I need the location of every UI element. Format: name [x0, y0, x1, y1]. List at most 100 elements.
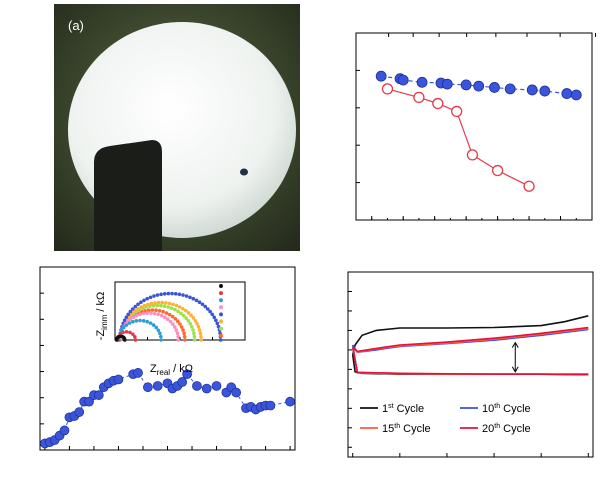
data-point — [539, 85, 551, 97]
inset-point — [192, 331, 196, 336]
data-point — [489, 82, 500, 93]
inset-legend-marker — [219, 305, 223, 310]
inset-point — [126, 312, 131, 317]
inset-point — [168, 319, 173, 324]
inset-point — [133, 304, 138, 309]
voltage-curve-discharge — [351, 354, 589, 376]
inset-x-axis-title: Zreal / kΩ — [150, 363, 193, 377]
inset-point — [159, 303, 163, 308]
data-point — [152, 381, 163, 391]
voltage-curve-charge — [352, 326, 589, 353]
inset-point — [145, 296, 150, 301]
inset-point — [136, 302, 140, 307]
data-point — [265, 400, 276, 411]
inset-point — [130, 319, 135, 324]
inset-point — [149, 301, 154, 306]
data-point — [143, 382, 153, 393]
inset-point — [166, 305, 170, 309]
data-point — [441, 78, 453, 90]
inset-point — [159, 313, 164, 318]
inset-point — [183, 338, 187, 342]
inset-point — [181, 313, 186, 318]
inset-point — [131, 315, 136, 320]
inset-point — [162, 292, 167, 296]
inset-point — [151, 303, 156, 308]
inset-point — [179, 325, 184, 329]
inset-point — [162, 315, 167, 320]
inset-point — [173, 317, 178, 321]
inset-point — [155, 293, 160, 297]
inset-point — [171, 302, 175, 307]
inset-point — [182, 331, 186, 336]
inset-point — [143, 308, 147, 313]
data-point — [74, 407, 85, 417]
inset-point — [167, 312, 172, 317]
voltage-curve-discharge — [351, 347, 589, 375]
legend-label: 15th Cycle — [382, 423, 431, 435]
inset-curve — [114, 334, 127, 342]
data-point — [177, 377, 188, 387]
data-point — [113, 374, 124, 385]
inset-point — [155, 303, 160, 308]
inset-point — [141, 311, 146, 316]
inset-point — [162, 304, 167, 309]
inset-point — [157, 308, 162, 313]
membrane-photo: (a) — [54, 4, 300, 251]
data-point — [397, 74, 409, 86]
inset-point — [192, 338, 197, 342]
inset-point — [176, 309, 180, 314]
inset-point — [186, 319, 191, 323]
inset-point — [198, 331, 203, 336]
inset-point — [128, 330, 132, 335]
data-point — [93, 390, 104, 400]
inset-point — [167, 301, 172, 306]
inset-point — [122, 318, 127, 323]
inset-point — [179, 311, 183, 316]
inset-point — [189, 325, 194, 329]
inset-point — [130, 307, 135, 311]
inset-point — [165, 317, 170, 322]
inset-point — [188, 321, 193, 326]
inset-point — [212, 315, 216, 320]
inset-point — [161, 309, 165, 314]
inset-point — [160, 300, 165, 305]
inset-point — [151, 323, 156, 327]
inset-point — [218, 338, 223, 342]
legend-label: 1st Cycle — [382, 403, 424, 415]
data-point — [491, 164, 504, 177]
data-point — [473, 80, 485, 92]
inset-point — [159, 334, 163, 339]
inset-point — [154, 308, 158, 313]
inset-point — [139, 300, 143, 305]
inset-point — [128, 317, 133, 322]
data-point — [84, 396, 94, 407]
data-point — [211, 381, 222, 391]
inset-point — [184, 294, 189, 298]
inset-point — [122, 338, 127, 342]
inset-point — [134, 313, 139, 318]
inset-point — [148, 295, 153, 300]
inset-point — [172, 325, 177, 329]
data-point — [460, 79, 472, 91]
data-point — [466, 149, 479, 161]
inset-point — [177, 305, 182, 309]
inset-point — [154, 325, 159, 330]
inset-legend-marker — [219, 312, 223, 317]
inset-point — [174, 303, 179, 308]
inset-point — [169, 306, 174, 310]
inset-point — [145, 311, 150, 315]
inset-point — [178, 322, 182, 326]
voltage-curve-discharge — [351, 344, 589, 376]
data-point — [413, 91, 425, 104]
inset-point — [176, 334, 180, 339]
inset-point — [121, 330, 125, 335]
data-point — [201, 383, 212, 394]
inset-point — [156, 300, 161, 305]
plot-frame — [355, 32, 593, 221]
inset-legend-marker — [219, 284, 223, 288]
inset-point — [156, 328, 161, 333]
inset-point — [139, 305, 144, 309]
inset-point — [191, 296, 196, 301]
inset-point — [197, 328, 202, 332]
data-point — [59, 425, 70, 436]
